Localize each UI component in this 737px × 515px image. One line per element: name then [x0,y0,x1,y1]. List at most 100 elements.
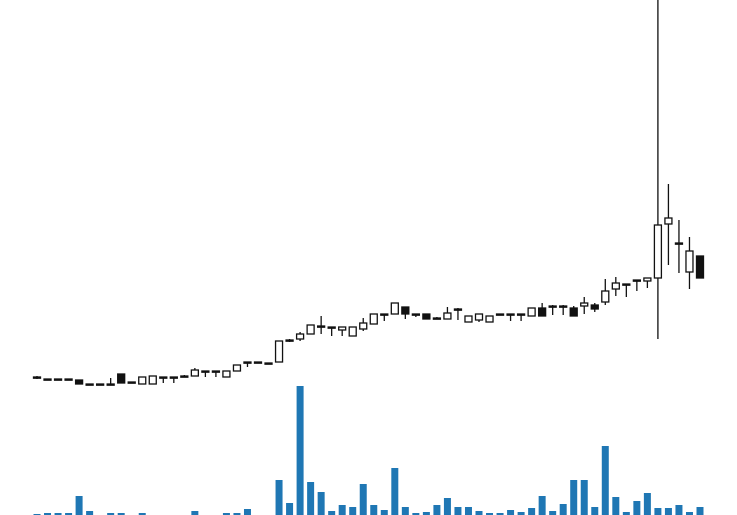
volume-bar [685,512,693,515]
volume-bar [622,512,630,515]
volume-bar [496,513,504,515]
candle-body [685,250,694,273]
volume-bar [507,510,515,515]
volume-bar [559,504,567,515]
candle-body [495,313,505,316]
volume-bar [233,513,241,515]
volume-bar [380,510,388,515]
candle-body [516,313,526,316]
volume-bar [464,507,472,515]
volume-bar [338,505,346,515]
volume-bar [696,507,704,515]
candle-body [611,282,620,290]
volume-bar [75,496,83,515]
volume-bar [370,505,378,515]
candle-body [485,315,494,323]
candle-body [180,375,189,378]
candle-body [159,376,168,379]
candle-body [380,313,389,316]
candle-body [201,370,210,373]
volume-bar [391,468,399,515]
volume-bar [612,497,620,515]
candle-body [695,255,705,279]
candle-body [422,313,431,320]
candle-body [643,277,652,282]
candle-body [632,279,642,282]
candle-body [537,307,547,317]
candle-body [211,370,221,373]
candle-body [43,378,52,381]
candle-body [411,313,421,316]
candle-body [274,340,284,363]
volume-bar [654,508,662,515]
candle-body [190,369,200,377]
candle-body [590,304,599,310]
volume-bar [591,507,599,515]
candle-body [359,322,368,330]
candle-body [264,362,273,365]
volume-bar [191,511,199,515]
candle-body [390,302,399,315]
candle-body [285,339,294,342]
volume-bar [54,513,62,515]
volume-bar [454,507,462,515]
candle-body [32,376,42,379]
candle-body [664,217,673,225]
candle-body [127,381,136,384]
candle-body [622,283,631,286]
candle-body [148,375,157,385]
candle-body [169,376,178,379]
volume-bar [412,513,420,515]
candle-body [548,305,557,308]
candle-body [53,378,63,381]
volume-bar [517,512,525,515]
volume-bar [675,505,683,515]
volume-bar [601,446,609,515]
candle-body [506,313,515,316]
candle-body [295,333,305,340]
volume-bar [117,513,125,515]
volume-bar [401,507,409,515]
candle-body [674,242,684,245]
candle-body [138,376,147,385]
candle-body [243,361,252,364]
candle-body [464,315,473,323]
volume-bar [107,513,115,515]
volume-bar [643,493,651,515]
volume-bar [633,501,641,515]
volume-bar [570,480,578,515]
volume-bar [359,484,367,515]
candle-body [95,383,105,386]
volume-bar [528,508,536,515]
candle-body [106,383,115,386]
candle-body [569,307,578,317]
candle-body [653,224,663,279]
candle-body [474,313,484,321]
volume-bar [549,511,557,515]
volume-bar [138,513,146,515]
volume-bar [243,509,251,515]
candle-body [432,317,442,320]
volume-bar [349,507,357,515]
volume-bar [422,512,430,515]
candle-body [443,312,452,320]
volume-bar [538,496,546,515]
candle-body [401,306,410,315]
volume-bar [328,511,336,515]
volume-bar [664,508,672,515]
candle-body [232,364,242,372]
candle-body [527,307,536,317]
candle-body [117,373,126,384]
candle-body [316,325,326,328]
candle-body [222,370,231,378]
volume-bar [222,513,230,515]
volume-bar [580,480,588,515]
volume-bar [44,513,52,515]
volume-bar [433,505,441,515]
volume-bar [296,386,304,515]
volume-bar [317,492,325,515]
candle-body [369,313,378,325]
volume-bar [475,511,483,515]
volume-bar [275,480,283,515]
volume-bar [86,511,94,515]
